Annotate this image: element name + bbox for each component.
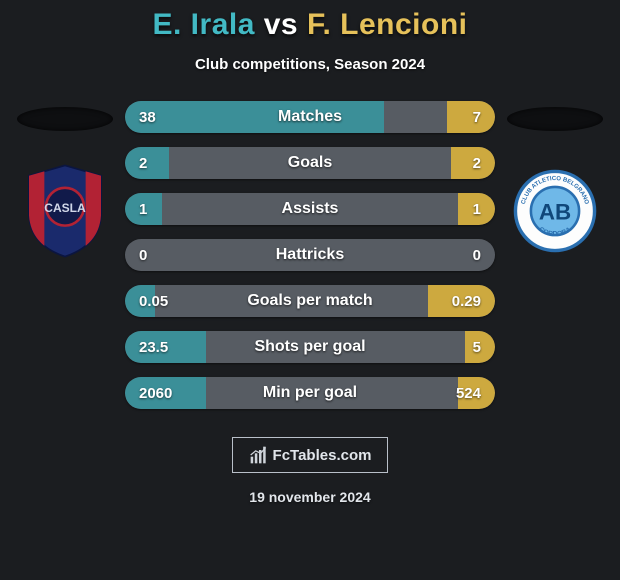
footer-date: 19 november 2024 xyxy=(249,489,370,505)
subtitle: Club competitions, Season 2024 xyxy=(195,56,425,73)
player2-silhouette xyxy=(507,107,603,131)
stat-label: Matches xyxy=(125,108,495,126)
right-side: AB CLUB ATLETICO BELGRANO CORDOBA xyxy=(495,101,615,259)
comparison-card: E. Irala vs F. Lencioni Club competition… xyxy=(0,0,620,580)
stat-row: 11Assists xyxy=(125,193,495,225)
title: E. Irala vs F. Lencioni xyxy=(153,8,468,42)
brand-badge: FcTables.com xyxy=(232,437,388,473)
stat-row: 387Matches xyxy=(125,101,495,133)
player1-silhouette xyxy=(17,107,113,131)
stat-label: Hattricks xyxy=(125,246,495,264)
player2-name: F. Lencioni xyxy=(307,8,468,41)
svg-text:AB: AB xyxy=(539,200,571,225)
stat-row: 23.55Shots per goal xyxy=(125,331,495,363)
stat-label: Shots per goal xyxy=(125,338,495,356)
stat-label: Goals per match xyxy=(125,292,495,310)
stat-row: 0.050.29Goals per match xyxy=(125,285,495,317)
player1-name: E. Irala xyxy=(153,8,255,41)
stat-label: Min per goal xyxy=(125,384,495,402)
stat-label: Goals xyxy=(125,154,495,172)
vs-label: vs xyxy=(264,8,298,41)
club-badge-right: AB CLUB ATLETICO BELGRANO CORDOBA xyxy=(512,163,598,259)
svg-text:CASLA: CASLA xyxy=(44,201,86,215)
stat-row: 22Goals xyxy=(125,147,495,179)
club-badge-left: CASLA xyxy=(22,163,108,259)
chart-icon xyxy=(249,445,269,465)
stats-column: 387Matches 22Goals 11Assists 00Hattricks 0.0… xyxy=(125,101,495,409)
stat-label: Assists xyxy=(125,200,495,218)
left-side: CASLA xyxy=(5,101,125,259)
brand-text: FcTables.com xyxy=(273,447,372,464)
stat-row: 00Hattricks xyxy=(125,239,495,271)
main-row: CASLA 387Matches 22Goals 11Assists 00Hattri… xyxy=(0,101,620,409)
stat-row: 2060524Min per goal xyxy=(125,377,495,409)
